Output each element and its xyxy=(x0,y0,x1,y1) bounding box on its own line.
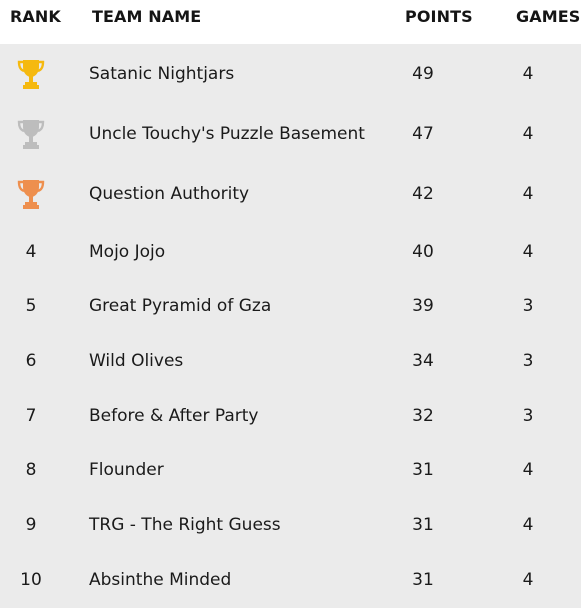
table-row: 10 Absinthe Minded 31 4 xyxy=(0,552,581,608)
team-games: 4 xyxy=(522,242,534,262)
table-row: Uncle Touchy's Puzzle Basement 47 4 xyxy=(0,106,581,162)
team-games: 4 xyxy=(522,124,534,144)
team-points: 31 xyxy=(412,515,434,535)
team-points: 42 xyxy=(412,184,434,204)
team-games: 4 xyxy=(522,460,534,480)
table-row: 5 Great Pyramid of Gza 39 3 xyxy=(0,278,581,334)
header-rank: RANK xyxy=(10,7,61,26)
team-points: 49 xyxy=(412,64,434,84)
team-points: 34 xyxy=(412,351,434,371)
team-rank: 10 xyxy=(20,570,42,590)
table-row: 7 Before & After Party 32 3 xyxy=(0,388,581,444)
team-games: 4 xyxy=(522,184,534,204)
team-games: 3 xyxy=(522,296,534,316)
team-name: Flounder xyxy=(89,460,164,480)
team-name: Before & After Party xyxy=(89,406,259,426)
team-name: Satanic Nightjars xyxy=(89,64,235,84)
header-points: POINTS xyxy=(405,7,473,26)
gold-trophy-icon xyxy=(17,60,45,89)
team-rank: 7 xyxy=(25,406,37,426)
team-rank: 5 xyxy=(25,296,37,316)
team-points: 47 xyxy=(412,124,434,144)
team-name: Uncle Touchy's Puzzle Basement xyxy=(89,124,365,144)
team-name: Great Pyramid of Gza xyxy=(89,296,272,316)
table-row: 4 Mojo Jojo 40 4 xyxy=(0,224,581,280)
team-points: 39 xyxy=(412,296,434,316)
team-games: 4 xyxy=(522,515,534,535)
table-row: 9 TRG - The Right Guess 31 4 xyxy=(0,497,581,553)
team-rank: 8 xyxy=(25,460,37,480)
table-row: Question Authority 42 4 xyxy=(0,166,581,222)
leaderboard-header: RANK TEAM NAME POINTS GAMES xyxy=(0,0,581,44)
team-name: Wild Olives xyxy=(89,351,184,371)
team-name: Mojo Jojo xyxy=(89,242,166,262)
silver-trophy-icon xyxy=(17,120,45,149)
team-rank: 6 xyxy=(25,351,37,371)
table-row: Satanic Nightjars 49 4 xyxy=(0,46,581,102)
team-name: TRG - The Right Guess xyxy=(89,515,281,535)
leaderboard-rows: Satanic Nightjars 49 4 Uncle Touchy's Pu… xyxy=(0,44,581,601)
team-games: 3 xyxy=(522,351,534,371)
header-team-name: TEAM NAME xyxy=(92,7,202,26)
team-games: 4 xyxy=(522,64,534,84)
team-rank: 9 xyxy=(25,515,37,535)
team-name: Question Authority xyxy=(89,184,250,204)
bronze-trophy-icon xyxy=(17,180,45,209)
team-points: 40 xyxy=(412,242,434,262)
team-rank: 4 xyxy=(25,242,37,262)
table-row: 8 Flounder 31 4 xyxy=(0,442,581,498)
table-row: 6 Wild Olives 34 3 xyxy=(0,333,581,389)
team-points: 31 xyxy=(412,570,434,590)
team-games: 3 xyxy=(522,406,534,426)
team-points: 31 xyxy=(412,460,434,480)
team-games: 4 xyxy=(522,570,534,590)
team-name: Absinthe Minded xyxy=(89,570,232,590)
team-points: 32 xyxy=(412,406,434,426)
header-games: GAMES xyxy=(516,7,581,26)
